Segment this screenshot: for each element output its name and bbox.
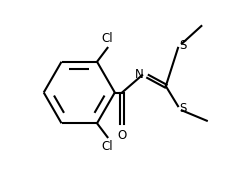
Text: O: O <box>117 129 127 142</box>
Text: Cl: Cl <box>102 32 113 45</box>
Text: S: S <box>180 102 187 115</box>
Text: Cl: Cl <box>102 140 113 153</box>
Text: S: S <box>180 39 187 52</box>
Text: N: N <box>135 68 144 81</box>
